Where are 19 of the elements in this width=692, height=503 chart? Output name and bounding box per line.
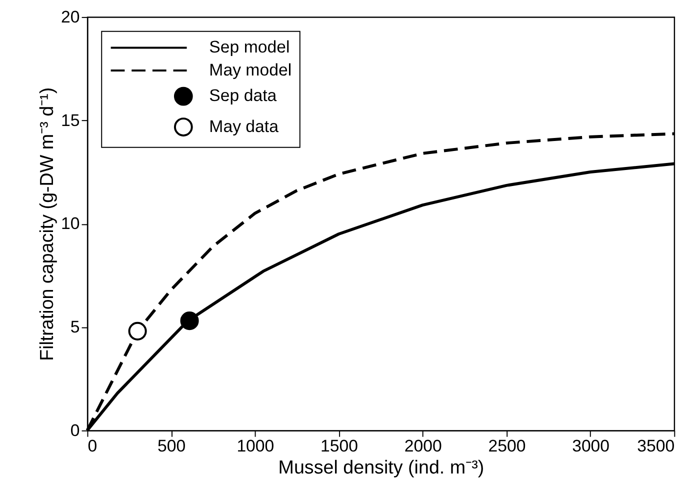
x-tick-label: 1500 xyxy=(320,436,358,456)
legend-label: May data xyxy=(209,116,280,136)
y-tick-label: 10 xyxy=(61,214,80,234)
legend-label: May model xyxy=(209,60,292,80)
legend-label: Sep model xyxy=(209,38,290,57)
x-tick-label: 3500 xyxy=(637,436,675,456)
y-tick-label: 20 xyxy=(61,7,80,26)
x-axis-title: Mussel density (ind. m⁻³) xyxy=(278,456,484,478)
y-tick-label: 15 xyxy=(61,110,80,130)
x-tick-label: 0 xyxy=(88,436,98,456)
legend-label: Sep data xyxy=(209,86,278,106)
x-tick-label: 1000 xyxy=(236,436,274,456)
x-tick-label: 500 xyxy=(158,436,186,456)
y-tick-label: 0 xyxy=(70,420,80,440)
x-tick-label: 3000 xyxy=(572,436,610,456)
x-tick-label: 2000 xyxy=(404,436,442,456)
y-tick-label: 5 xyxy=(70,317,80,336)
y-axis-title: Filtration capacity (g-DW m⁻³ d⁻¹) xyxy=(36,87,58,361)
x-tick-label: 2500 xyxy=(488,436,526,456)
